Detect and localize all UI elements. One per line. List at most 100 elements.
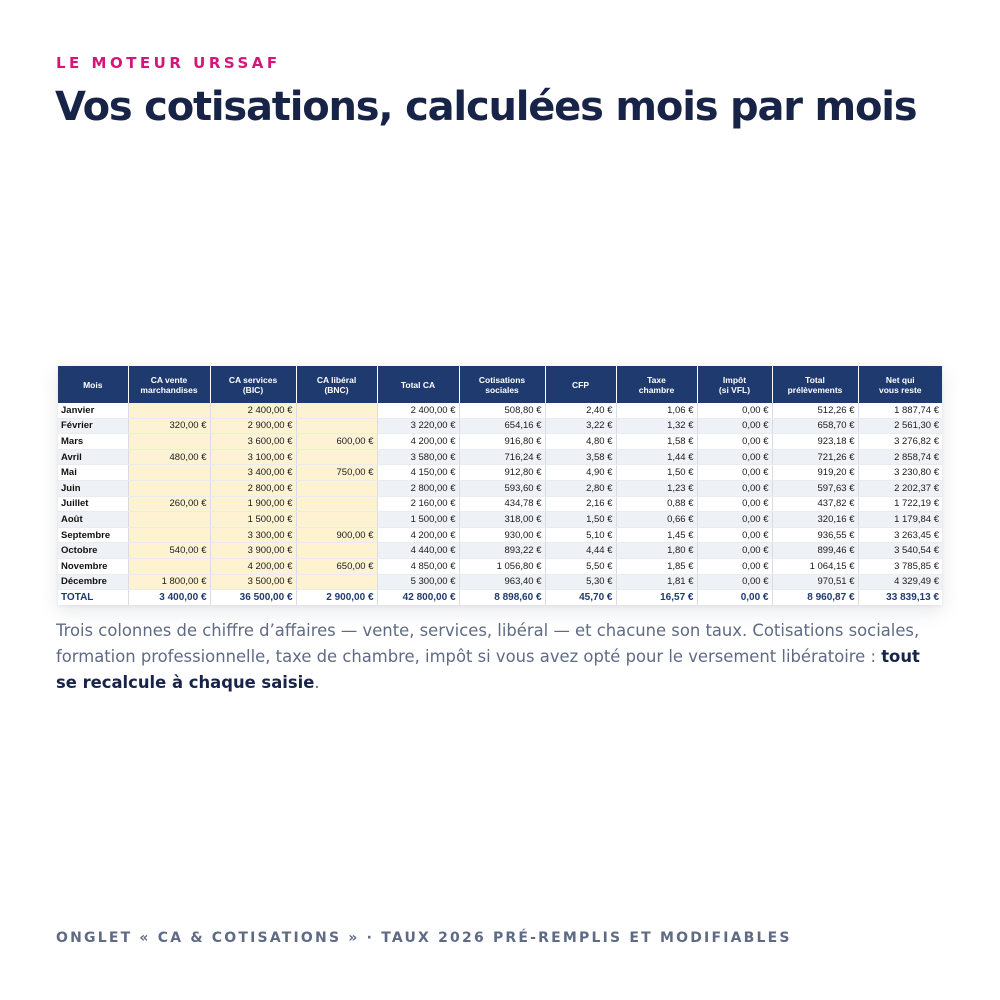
ca-input-cell[interactable] (128, 433, 211, 450)
computed-cell: 2,16 € (545, 496, 617, 513)
ca-input-cell[interactable] (296, 403, 378, 419)
computed-cell: 2 800,00 € (377, 480, 460, 497)
column-header-line: Net qui (885, 374, 915, 385)
column-header-line: (BNC) (324, 384, 349, 395)
ca-input-cell[interactable]: 3 400,00 € (210, 464, 297, 481)
ca-input-cell[interactable]: 260,00 € (128, 496, 211, 513)
computed-cell: 1 179,84 € (858, 511, 942, 528)
column-header-line: Total CA (400, 379, 436, 390)
ca-input-cell[interactable]: 2 800,00 € (210, 480, 297, 497)
computed-cell: 318,00 € (459, 511, 546, 528)
ca-input-cell[interactable] (296, 511, 378, 528)
table-header: Mois CA vente marchandises CA services (BIC)… (58, 366, 942, 403)
computed-cell: 1 056,80 € (459, 558, 546, 575)
table-row: Novembre 4 200,00 €650,00 €4 850,00 €1 05… (58, 558, 942, 575)
ca-input-cell[interactable]: 2 400,00 € (210, 403, 297, 419)
ca-input-cell[interactable]: 1 800,00 € (128, 574, 211, 591)
ca-input-cell[interactable]: 650,00 € (296, 558, 378, 575)
ca-input-cell[interactable] (128, 480, 211, 497)
ca-input-cell[interactable] (296, 480, 378, 497)
ca-input-cell[interactable] (128, 464, 211, 481)
column-header: Impôt (si VFL) (697, 366, 773, 403)
column-header-line: CA vente (150, 374, 188, 385)
table-row: Août 1 500,00 €1 500,00 €318,00 €1,50 €0,… (58, 511, 942, 528)
computed-cell: 930,00 € (459, 527, 546, 544)
computed-cell: 0,00 € (697, 433, 773, 450)
description-end: . (314, 673, 320, 692)
computed-cell: 1,50 € (616, 464, 698, 481)
month-label: Novembre (58, 558, 129, 575)
computed-cell: 0,00 € (697, 558, 773, 575)
ca-input-cell[interactable] (296, 496, 378, 513)
computed-cell: 3 220,00 € (377, 418, 460, 435)
computed-cell: 1 064,15 € (772, 558, 859, 575)
column-header-line: Total (805, 374, 825, 385)
cotisations-table: Mois CA vente marchandises CA services (BIC)… (58, 366, 942, 606)
ca-input-cell[interactable] (128, 527, 211, 544)
computed-cell: 0,66 € (616, 511, 698, 528)
ca-input-cell[interactable]: 540,00 € (128, 542, 211, 559)
ca-input-cell[interactable] (296, 542, 378, 559)
column-header-line: CFP (572, 379, 589, 390)
ca-input-cell[interactable]: 480,00 € (128, 449, 211, 466)
column-header-line: chambre (638, 384, 675, 395)
computed-cell: 970,51 € (772, 574, 859, 591)
ca-input-cell[interactable] (128, 403, 211, 419)
ca-input-cell[interactable]: 3 100,00 € (210, 449, 297, 466)
computed-cell: 936,55 € (772, 527, 859, 544)
ca-input-cell[interactable] (128, 558, 211, 575)
computed-cell: 0,00 € (697, 418, 773, 435)
computed-cell: 658,70 € (772, 418, 859, 435)
column-header: CA services (BIC) (210, 366, 297, 403)
ca-input-cell[interactable]: 1 500,00 € (210, 511, 297, 528)
column-header-line: CA services (228, 374, 278, 385)
computed-cell: 912,80 € (459, 464, 546, 481)
computed-cell: 3,22 € (545, 418, 617, 435)
column-header: Net qui vous reste (858, 366, 942, 403)
column-header-line: marchandises (140, 384, 198, 395)
ca-input-cell[interactable] (296, 449, 378, 466)
computed-cell: 4,80 € (545, 433, 617, 450)
computed-cell: 1,45 € (616, 527, 698, 544)
ca-input-cell[interactable] (296, 418, 378, 435)
total-cell: 0,00 € (697, 589, 773, 606)
ca-input-cell[interactable]: 4 200,00 € (210, 558, 297, 575)
computed-cell: 4 440,00 € (377, 542, 460, 559)
table-row: Avril 480,00 €3 100,00 € 3 580,00 €716,24 … (58, 449, 942, 466)
computed-cell: 512,26 € (772, 403, 859, 419)
table-row: Juillet 260,00 €1 900,00 € 2 160,00 €434,7… (58, 496, 942, 513)
computed-cell: 434,78 € (459, 496, 546, 513)
computed-cell: 2,40 € (545, 403, 617, 419)
ca-input-cell[interactable] (296, 574, 378, 591)
column-header-line: Mois (83, 379, 103, 390)
month-label: Janvier (58, 403, 129, 419)
computed-cell: 923,18 € (772, 433, 859, 450)
computed-cell: 0,00 € (697, 527, 773, 544)
ca-input-cell[interactable]: 750,00 € (296, 464, 378, 481)
description-paragraph: Trois colonnes de chiffre d’affaires — v… (56, 618, 936, 696)
ca-input-cell[interactable]: 320,00 € (128, 418, 211, 435)
ca-input-cell[interactable] (128, 511, 211, 528)
computed-cell: 5 300,00 € (377, 574, 460, 591)
ca-input-cell[interactable]: 600,00 € (296, 433, 378, 450)
ca-input-cell[interactable]: 2 900,00 € (210, 418, 297, 435)
ca-input-cell[interactable]: 1 900,00 € (210, 496, 297, 513)
month-label: Décembre (58, 574, 129, 591)
ca-input-cell[interactable]: 3 600,00 € (210, 433, 297, 450)
total-cell: 16,57 € (616, 589, 698, 606)
table-row: Septembre 3 300,00 €900,00 €4 200,00 €930… (58, 527, 942, 544)
computed-cell: 1 722,19 € (858, 496, 942, 513)
computed-cell: 0,00 € (697, 511, 773, 528)
computed-cell: 1 500,00 € (377, 511, 460, 528)
column-header-line: CA libéral (316, 374, 357, 385)
ca-input-cell[interactable]: 3 500,00 € (210, 574, 297, 591)
ca-input-cell[interactable]: 3 300,00 € (210, 527, 297, 544)
computed-cell: 1,32 € (616, 418, 698, 435)
ca-input-cell[interactable]: 3 900,00 € (210, 542, 297, 559)
computed-cell: 2 400,00 € (377, 403, 460, 419)
table-body: Janvier 2 400,00 €2 400,00 €508,80 €2,40 … (58, 403, 942, 591)
column-header: Cotisations sociales (459, 366, 546, 403)
computed-cell: 1,80 € (616, 542, 698, 559)
computed-cell: 437,82 € (772, 496, 859, 513)
ca-input-cell[interactable]: 900,00 € (296, 527, 378, 544)
